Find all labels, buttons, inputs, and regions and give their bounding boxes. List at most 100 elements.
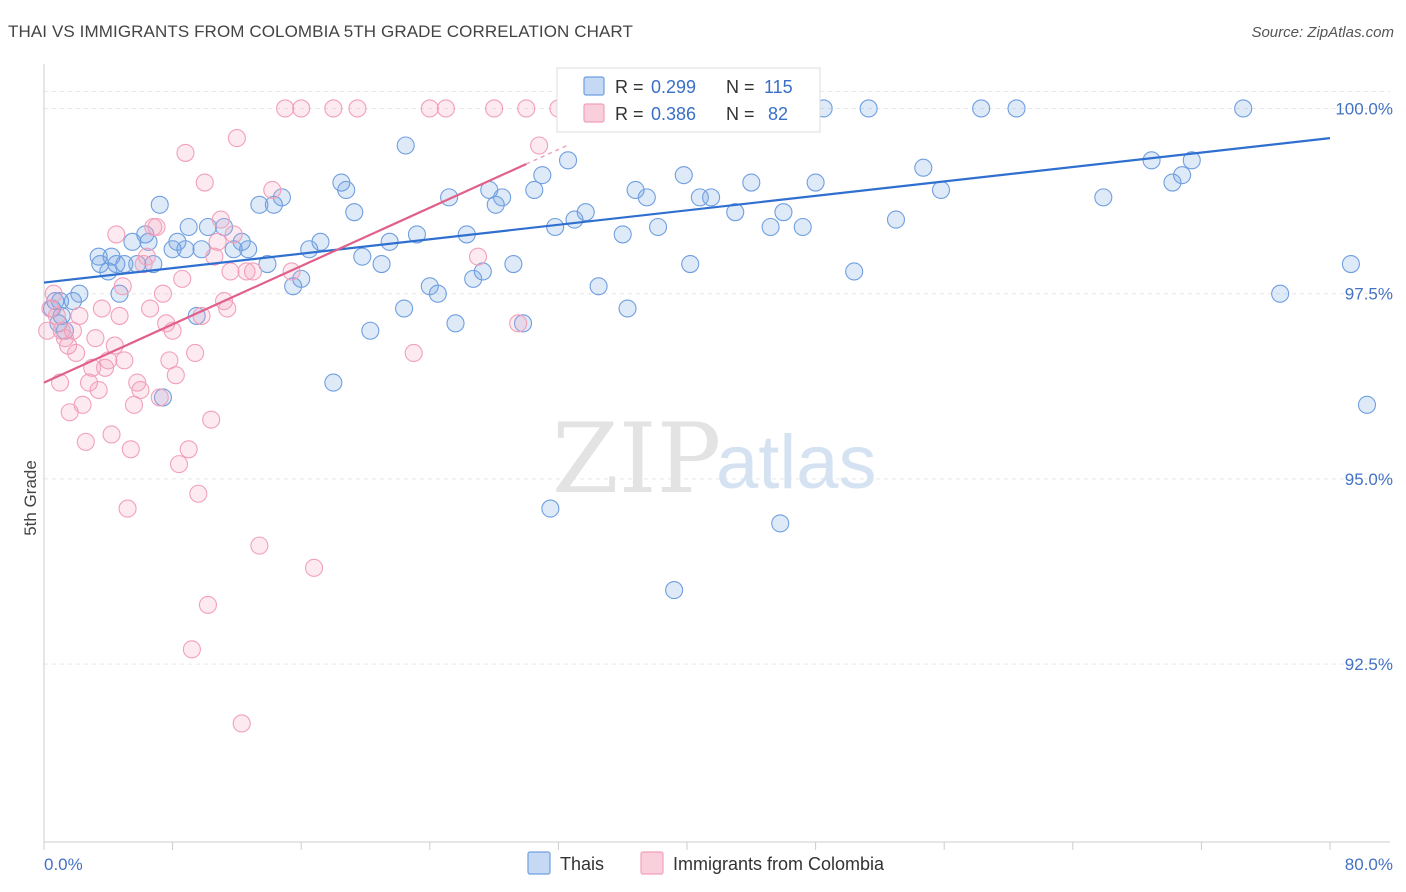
legend-r-value-thais: 0.299 bbox=[651, 77, 696, 97]
thais-point bbox=[380, 232, 399, 251]
legend-n-label-colombia: N = bbox=[726, 104, 755, 124]
thais-point bbox=[771, 514, 790, 533]
colombia-point bbox=[102, 425, 121, 444]
colombia-point bbox=[44, 284, 63, 303]
thais-point bbox=[239, 240, 258, 259]
colombia-point bbox=[115, 351, 134, 370]
thais-point bbox=[139, 232, 158, 251]
colombia-point bbox=[169, 455, 189, 474]
colombia-point bbox=[118, 499, 137, 518]
thais-point bbox=[428, 284, 447, 303]
colombia-point bbox=[186, 343, 205, 363]
thais-point bbox=[774, 203, 793, 222]
thais-point bbox=[150, 195, 169, 214]
thais-point bbox=[89, 247, 108, 266]
thais-point bbox=[361, 321, 380, 340]
y-tick-label: 92.5% bbox=[1345, 655, 1393, 674]
colombia-point bbox=[305, 558, 324, 577]
colombia-point bbox=[76, 432, 95, 451]
colombia-point bbox=[73, 395, 92, 414]
stats-legend: R = 0.299 N = 115 R = 0.386 N = 82 bbox=[556, 67, 821, 133]
thais-point bbox=[1271, 284, 1290, 303]
thais-point bbox=[702, 188, 721, 207]
legend-swatch-thais bbox=[583, 76, 605, 96]
thais-point bbox=[372, 255, 391, 274]
colombia-point bbox=[221, 262, 240, 281]
thais-point bbox=[250, 195, 269, 214]
bottom-legend-swatch-colombia bbox=[640, 851, 664, 875]
source-label: Source: ZipAtlas.com bbox=[1251, 24, 1394, 41]
x-tick-labels: 0.0% 80.0% bbox=[44, 855, 1393, 874]
colombia-point bbox=[485, 99, 504, 118]
y-tick-label: 97.5% bbox=[1345, 285, 1393, 304]
colombia-point bbox=[243, 262, 263, 281]
legend-swatch-colombia bbox=[583, 103, 605, 123]
thais-point bbox=[1142, 151, 1161, 170]
thais-point bbox=[176, 240, 195, 259]
axes bbox=[43, 64, 1390, 850]
colombia-point bbox=[468, 247, 488, 266]
colombia-point bbox=[150, 388, 169, 407]
thais-point bbox=[144, 255, 163, 274]
colombia-point bbox=[198, 595, 218, 614]
thais-point bbox=[589, 277, 608, 296]
thais-point bbox=[546, 217, 565, 237]
thais-point bbox=[52, 306, 71, 325]
colombia-point bbox=[166, 366, 185, 385]
chart-title: THAI VS IMMIGRANTS FROM COLOMBIA 5TH GRA… bbox=[8, 22, 633, 41]
x-tick-label-max: 80.0% bbox=[1345, 855, 1393, 874]
thais-point bbox=[533, 166, 552, 185]
thais-point bbox=[742, 173, 761, 192]
colombia-trend-line bbox=[43, 163, 527, 384]
thais-point bbox=[637, 188, 656, 207]
thais-point bbox=[446, 314, 465, 333]
colombia-point bbox=[436, 99, 455, 118]
watermark-zip: ZIP bbox=[552, 403, 721, 515]
thais-point bbox=[1163, 173, 1182, 192]
thais-point bbox=[473, 262, 492, 281]
colombia-point bbox=[237, 262, 256, 281]
colombia-point bbox=[232, 714, 251, 733]
colombia-point bbox=[38, 321, 57, 340]
colombia-point bbox=[263, 180, 282, 200]
thais-point bbox=[324, 373, 343, 392]
legend-n-label-thais: N = bbox=[726, 77, 755, 97]
colombia-point bbox=[79, 373, 99, 392]
thais-point bbox=[292, 269, 311, 288]
colombia-point bbox=[173, 269, 192, 288]
thais-point bbox=[626, 180, 645, 200]
bottom-legend-label-colombia: Immigrants from Colombia bbox=[673, 854, 885, 874]
watermark: ZIP atlas bbox=[552, 403, 877, 515]
legend-n-value-thais: 115 bbox=[764, 77, 793, 97]
colombia-point bbox=[211, 210, 230, 229]
colombia-point bbox=[147, 217, 166, 237]
thais-point bbox=[931, 180, 951, 200]
thais-point bbox=[674, 166, 693, 185]
colombia-point bbox=[224, 225, 243, 244]
thais-point bbox=[761, 217, 780, 237]
colombia-point bbox=[292, 99, 311, 118]
colombia-point bbox=[276, 99, 295, 118]
thais-point bbox=[1234, 99, 1253, 118]
thais-point bbox=[504, 255, 523, 274]
colombia-point bbox=[189, 484, 208, 503]
x-tick-label-min: 0.0% bbox=[44, 855, 83, 874]
colombia-point bbox=[107, 225, 126, 244]
thais-point bbox=[1007, 99, 1026, 118]
colombia-point bbox=[110, 306, 129, 325]
y-axis-label: 5th Grade bbox=[21, 460, 40, 536]
thais-point bbox=[914, 158, 933, 177]
colombia-point bbox=[195, 173, 214, 192]
thais-point bbox=[681, 255, 700, 274]
colombia-point bbox=[509, 314, 528, 333]
thais-point bbox=[1094, 188, 1113, 207]
trend-lines bbox=[43, 137, 1331, 384]
thais-point bbox=[845, 262, 864, 281]
colombia-point bbox=[70, 306, 89, 325]
thais-point bbox=[464, 269, 483, 288]
colombia-point bbox=[153, 284, 173, 303]
colombia-point bbox=[113, 277, 132, 296]
colombia-point bbox=[121, 440, 140, 459]
thais-point bbox=[726, 203, 745, 222]
